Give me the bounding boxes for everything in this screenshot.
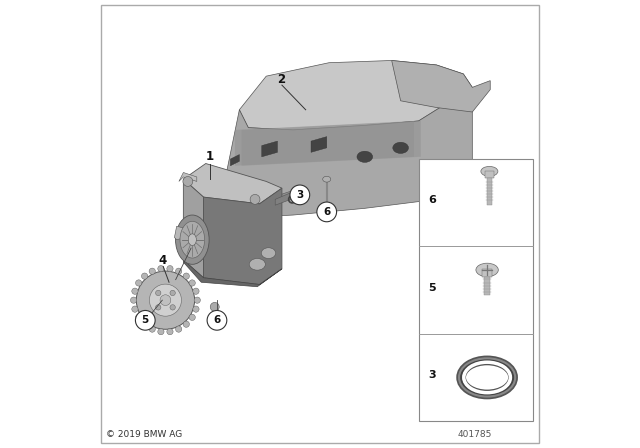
Polygon shape	[275, 193, 296, 205]
Circle shape	[193, 306, 199, 312]
Text: 5: 5	[141, 315, 149, 325]
Polygon shape	[311, 137, 327, 152]
Text: 5: 5	[428, 283, 436, 293]
Text: 6: 6	[213, 315, 221, 325]
Circle shape	[131, 297, 137, 303]
Circle shape	[136, 271, 195, 329]
Polygon shape	[174, 226, 186, 240]
Polygon shape	[230, 155, 239, 166]
Polygon shape	[204, 188, 282, 284]
Text: 3: 3	[296, 190, 303, 200]
Circle shape	[250, 194, 260, 204]
Circle shape	[136, 280, 142, 286]
Ellipse shape	[261, 248, 276, 258]
Ellipse shape	[323, 177, 331, 182]
Text: 2: 2	[277, 73, 285, 86]
Text: 401785: 401785	[458, 430, 492, 439]
Circle shape	[149, 326, 156, 332]
Circle shape	[141, 273, 148, 279]
Ellipse shape	[249, 258, 266, 270]
Circle shape	[167, 266, 173, 272]
Bar	[482, 270, 493, 277]
Circle shape	[194, 297, 200, 303]
Circle shape	[132, 288, 138, 294]
Circle shape	[132, 306, 138, 312]
Text: 6: 6	[428, 195, 436, 206]
Ellipse shape	[357, 151, 372, 163]
Polygon shape	[184, 179, 204, 278]
Ellipse shape	[180, 221, 205, 258]
Bar	[485, 171, 494, 178]
Polygon shape	[221, 87, 472, 217]
Bar	[487, 178, 492, 205]
Polygon shape	[262, 141, 278, 157]
Ellipse shape	[175, 215, 209, 264]
Circle shape	[158, 266, 164, 272]
Circle shape	[156, 305, 161, 310]
Bar	[484, 277, 490, 295]
Bar	[419, 159, 532, 421]
Ellipse shape	[476, 263, 499, 277]
Polygon shape	[242, 121, 421, 166]
Polygon shape	[184, 164, 282, 204]
Circle shape	[211, 302, 220, 311]
Circle shape	[175, 326, 182, 332]
Circle shape	[175, 268, 182, 274]
Ellipse shape	[481, 167, 498, 177]
Circle shape	[141, 321, 148, 327]
Ellipse shape	[393, 142, 408, 153]
Polygon shape	[257, 190, 293, 211]
Circle shape	[136, 310, 155, 330]
Circle shape	[193, 288, 199, 294]
Text: 4: 4	[158, 254, 166, 267]
Text: 1: 1	[206, 150, 214, 164]
Polygon shape	[392, 60, 490, 112]
Circle shape	[158, 328, 164, 335]
Circle shape	[149, 268, 156, 274]
Text: 6: 6	[323, 207, 330, 217]
Circle shape	[167, 328, 173, 335]
Circle shape	[136, 314, 142, 320]
Polygon shape	[239, 60, 472, 130]
Polygon shape	[235, 121, 414, 166]
Circle shape	[189, 314, 195, 320]
Text: 3: 3	[428, 370, 436, 380]
Circle shape	[170, 290, 175, 296]
Circle shape	[183, 321, 189, 327]
Circle shape	[183, 177, 193, 186]
Circle shape	[290, 185, 310, 205]
Circle shape	[183, 273, 189, 279]
Circle shape	[207, 310, 227, 330]
Text: © 2019 BMW AG: © 2019 BMW AG	[106, 430, 182, 439]
Ellipse shape	[188, 234, 196, 246]
Circle shape	[317, 202, 337, 222]
Polygon shape	[184, 260, 282, 287]
Circle shape	[189, 280, 195, 286]
Polygon shape	[432, 179, 472, 237]
Circle shape	[170, 305, 175, 310]
Circle shape	[160, 295, 171, 306]
Polygon shape	[179, 172, 197, 181]
Circle shape	[156, 290, 161, 296]
Circle shape	[149, 284, 182, 316]
